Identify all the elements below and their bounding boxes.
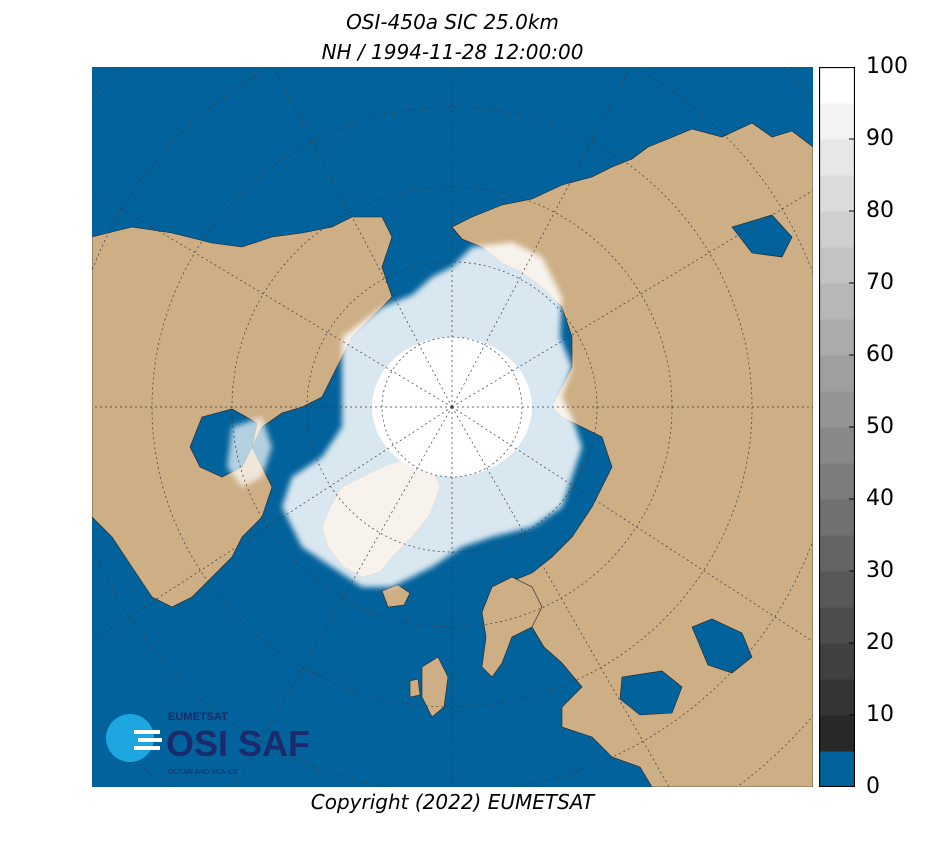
colorbar-tick-label: 0 bbox=[866, 774, 880, 799]
colorbar-bin bbox=[819, 391, 855, 428]
land-scandinavia bbox=[481, 576, 543, 678]
land-iceland bbox=[381, 584, 411, 608]
colorbar-tick-label: 80 bbox=[866, 198, 894, 223]
colorbar-bin bbox=[819, 355, 855, 392]
colorbar-tick-label: 100 bbox=[866, 54, 908, 79]
colorbar-bin bbox=[819, 427, 855, 464]
colorbar-bin bbox=[819, 535, 855, 572]
colorbar-bin bbox=[819, 715, 855, 752]
colorbar-bin bbox=[819, 607, 855, 644]
graticule bbox=[92, 67, 813, 787]
colorbar-bin bbox=[819, 679, 855, 716]
logo-product: OSI SAF bbox=[166, 723, 310, 764]
colorbar bbox=[819, 67, 855, 787]
colorbar-bin bbox=[819, 175, 855, 212]
colorbar-bins bbox=[819, 67, 855, 787]
map-title: OSI-450a SIC 25.0km bbox=[346, 10, 559, 34]
logo-tagline: OCEAN AND SEA ICE bbox=[168, 769, 239, 776]
land-british-isles bbox=[409, 656, 449, 718]
colorbar-bin bbox=[819, 247, 855, 284]
colorbar-bin bbox=[819, 139, 855, 176]
colorbar-bin bbox=[819, 571, 855, 608]
sea-ice-map bbox=[92, 67, 813, 787]
colorbar-tick-label: 10 bbox=[866, 702, 894, 727]
colorbar-bin bbox=[819, 319, 855, 356]
colorbar-tick-label: 40 bbox=[866, 486, 894, 511]
colorbar-bin bbox=[819, 67, 855, 104]
caspian-sea bbox=[691, 618, 753, 674]
colorbar-bin bbox=[819, 283, 855, 320]
colorbar-bin bbox=[819, 103, 855, 140]
colorbar-bin bbox=[819, 751, 855, 787]
colorbar-bin bbox=[819, 499, 855, 536]
colorbar-tick-label: 50 bbox=[866, 414, 894, 439]
colorbar-tick-label: 70 bbox=[866, 270, 894, 295]
map-subtitle: NH / 1994-11-28 12:00:00 bbox=[321, 40, 584, 64]
black-sea bbox=[619, 670, 683, 716]
colorbar-tick-label: 30 bbox=[866, 558, 894, 583]
osisaf-emblem-icon bbox=[106, 714, 162, 762]
logo-org: EUMETSAT bbox=[168, 711, 228, 723]
colorbar-tick-label: 90 bbox=[866, 126, 894, 151]
colorbar-bin bbox=[819, 643, 855, 680]
land-north-america bbox=[92, 216, 393, 608]
colorbar-bin bbox=[819, 463, 855, 500]
colorbar-tick-label: 60 bbox=[866, 342, 894, 367]
sea-of-okhotsk bbox=[731, 214, 793, 258]
colorbar-tick-marks bbox=[849, 67, 855, 787]
colorbar-tick-label: 20 bbox=[866, 630, 894, 655]
colorbar-bin bbox=[819, 211, 855, 248]
copyright-text: Copyright (2022) EUMETSAT bbox=[310, 790, 595, 814]
osisaf-logo: EUMETSAT OSI SAF OCEAN AND SEA ICE bbox=[106, 711, 310, 776]
